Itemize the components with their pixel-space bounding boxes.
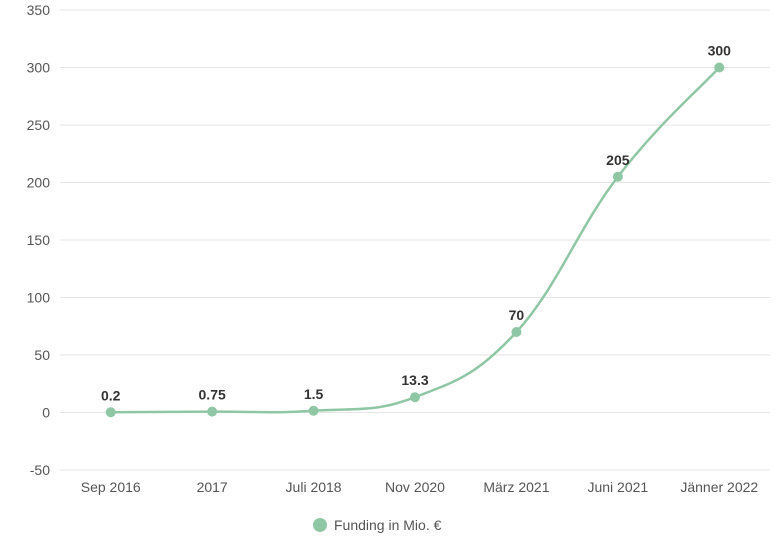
data-label: 300 xyxy=(708,43,732,59)
x-tick-label: Nov 2020 xyxy=(385,479,445,495)
x-tick-label: Juni 2021 xyxy=(587,479,648,495)
data-point xyxy=(106,407,116,417)
data-label: 70 xyxy=(509,307,525,323)
y-tick-label: -50 xyxy=(30,462,50,478)
data-point xyxy=(309,406,319,416)
data-label: 0.2 xyxy=(101,387,121,403)
y-tick-label: 100 xyxy=(27,290,51,306)
data-point xyxy=(613,172,623,182)
y-tick-label: 250 xyxy=(27,117,51,133)
data-label: 0.75 xyxy=(199,387,226,403)
data-label: 13.3 xyxy=(401,372,428,388)
x-tick-label: Jänner 2022 xyxy=(680,479,758,495)
y-tick-label: 350 xyxy=(27,2,51,18)
x-tick-label: Juli 2018 xyxy=(286,479,342,495)
chart-svg: -50 0 50 100 150 200 250 300 350 Sep 2016 2017 Juli… xyxy=(0,0,780,549)
y-tick-label: 300 xyxy=(27,60,51,76)
y-tick-label: 150 xyxy=(27,232,51,248)
x-tick-label: März 2021 xyxy=(483,479,549,495)
legend-marker xyxy=(313,518,327,532)
y-tick-label: 0 xyxy=(42,405,50,421)
data-label: 205 xyxy=(606,152,630,168)
legend: Funding in Mio. € xyxy=(313,517,442,533)
data-point xyxy=(714,63,724,73)
data-point xyxy=(410,392,420,402)
x-tick-label: Sep 2016 xyxy=(81,479,141,495)
data-point xyxy=(207,407,217,417)
data-label: 1.5 xyxy=(304,386,324,402)
funding-chart: -50 0 50 100 150 200 250 300 350 Sep 2016 2017 Juli… xyxy=(0,0,780,549)
legend-label: Funding in Mio. € xyxy=(334,517,442,533)
x-tick-label: 2017 xyxy=(197,479,228,495)
y-tick-label: 200 xyxy=(27,175,51,191)
data-point xyxy=(511,327,521,337)
y-tick-label: 50 xyxy=(34,347,50,363)
